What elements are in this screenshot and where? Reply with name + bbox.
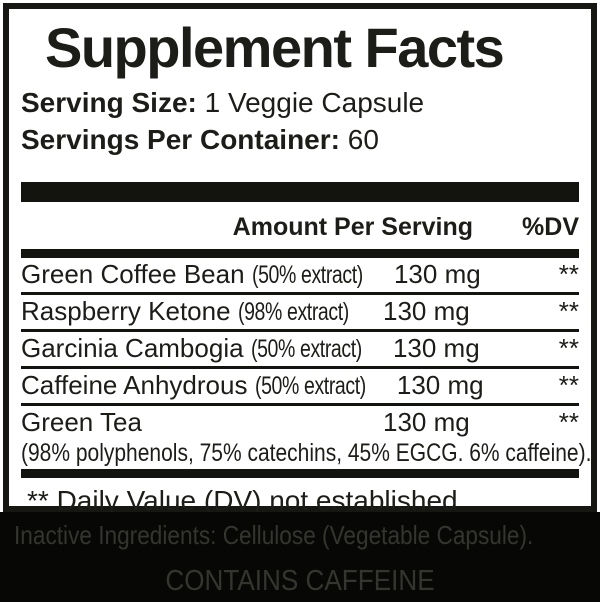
serving-size-line: Serving Size: 1 Veggie Capsule [21, 84, 579, 121]
servings-value: 60 [339, 123, 379, 155]
inactive-ingredients-line: Inactive Ingredients: Cellulose (Vegetab… [14, 520, 534, 550]
ingredient-name: Green Coffee Bean (50% extract) [21, 258, 394, 292]
ingredient-amount: 130 mg [392, 332, 480, 363]
ingredient-amount: 130 mg [383, 406, 470, 437]
dv-footnote: ** Daily Value (DV) not established [27, 484, 458, 516]
ingredient-dv: ** [558, 332, 579, 363]
ingredient-row-raspberry-ketone: Raspberry Ketone (98% extract) 130 mg ** [21, 295, 579, 332]
ingredient-detail: (98% extract) [237, 297, 349, 326]
ingredient-amount: 130 mg [393, 258, 481, 289]
serving-size-label: Serving Size: [21, 86, 197, 118]
header-amount-per-serving: Amount Per Serving [232, 212, 473, 241]
serving-size-value: 1 Veggie Capsule [196, 86, 425, 118]
ingredient-detail: (50% extract) [254, 371, 366, 400]
ingredient-dv: ** [558, 406, 579, 437]
supplement-facts-panel: Supplement Facts Serving Size: 1 Veggie … [3, 3, 597, 516]
ingredient-amount: 130 mg [396, 369, 484, 400]
servings-label: Servings Per Container: [21, 123, 340, 155]
green-tea-subnote: (98% polyphenols, 75% catechins, 45% EGC… [21, 438, 592, 467]
ingredient-name: Caffeine Anhydrous (50% extract) [21, 369, 397, 403]
ingredient-dv: ** [558, 258, 579, 289]
ingredient-row-green-tea: Green Tea 130 mg ** [21, 406, 579, 439]
ingredient-name: Raspberry Ketone (98% extract) [21, 295, 383, 329]
ingredient-row-green-coffee-bean: Green Coffee Bean (50% extract) 130 mg *… [21, 258, 579, 295]
table-header-row: Amount Per Serving %DV [21, 202, 579, 249]
caffeine-warning: CONTAINS CAFFEINE [165, 565, 435, 597]
ingredient-detail: (50% extract) [250, 334, 362, 363]
ingredient-detail: (50% extract) [251, 260, 363, 289]
ingredient-name: Green Tea [21, 406, 142, 437]
ingredient-dv: ** [558, 369, 579, 400]
ingredient-amount: 130 mg [383, 295, 470, 326]
ingredient-row-caffeine-anhydrous: Caffeine Anhydrous (50% extract) 130 mg … [21, 369, 579, 406]
header-dv: %DV [522, 212, 579, 241]
ingredient-name: Garcinia Cambogia (50% extract) [21, 332, 393, 366]
ingredient-dv: ** [558, 295, 579, 326]
divider-bar-medium-bottom [21, 468, 579, 478]
footer-band: Inactive Ingredients: Cellulose (Vegetab… [0, 512, 600, 602]
divider-bar-medium [21, 248, 579, 258]
divider-bar-thick [21, 181, 579, 202]
ingredient-row-garcinia-cambogia: Garcinia Cambogia (50% extract) 130 mg *… [21, 332, 579, 369]
panel-title: Supplement Facts [45, 16, 505, 79]
servings-per-container-line: Servings Per Container: 60 [21, 121, 579, 158]
